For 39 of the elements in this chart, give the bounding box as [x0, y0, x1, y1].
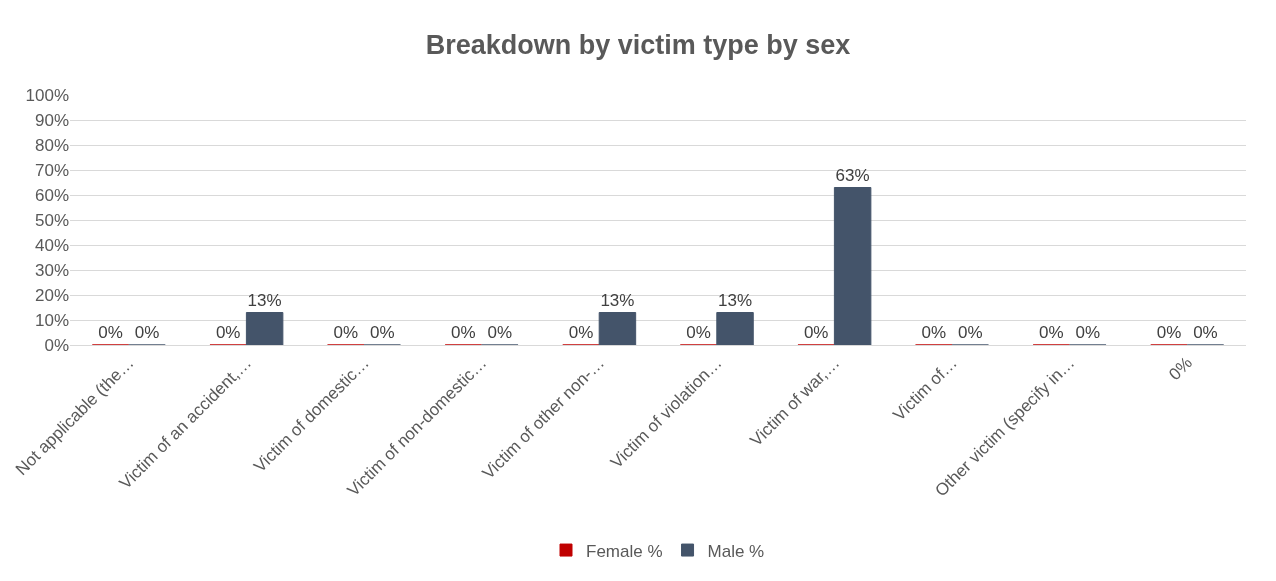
data-label: 0% [369, 323, 395, 342]
legend-label: Male % [707, 541, 765, 561]
legend-label: Female % [586, 541, 663, 561]
y-tick-label: 60% [34, 185, 69, 205]
data-label: 0% [1039, 323, 1064, 342]
chart-title: Breakdown by victim type by sex [425, 29, 851, 60]
bar [833, 187, 872, 345]
data-label: 0% [921, 323, 947, 342]
y-tick-label: 20% [34, 285, 69, 305]
data-label: 0% [451, 323, 476, 342]
y-tick-label: 90% [34, 110, 69, 130]
data-label: 0% [957, 323, 983, 342]
y-tick-label: 40% [34, 235, 69, 255]
data-label: 0% [134, 323, 160, 342]
data-label: 0% [215, 323, 241, 342]
y-tick-label: 100% [25, 85, 69, 105]
y-tick-label: 30% [34, 260, 69, 280]
data-label: 0% [487, 323, 513, 342]
data-label: 0% [1075, 323, 1101, 342]
data-label: 13% [718, 290, 753, 310]
data-label: 0% [98, 323, 123, 342]
data-label: 13% [247, 290, 282, 310]
bar [245, 312, 284, 345]
y-tick-label: 80% [34, 135, 69, 155]
x-tick-label: 0% [1165, 353, 1197, 385]
bar [716, 312, 754, 345]
data-label: 0% [803, 323, 829, 342]
data-label: 63% [835, 165, 870, 185]
y-tick-label: 50% [34, 210, 69, 230]
bar [598, 312, 637, 345]
y-tick-label: 0% [44, 335, 69, 355]
y-tick-label: 10% [34, 310, 69, 330]
data-label: 0% [1156, 323, 1182, 342]
data-label: 0% [686, 323, 711, 342]
data-label: 0% [333, 323, 359, 342]
data-label: 0% [1193, 323, 1218, 342]
data-label: 0% [568, 323, 594, 342]
y-tick-label: 70% [34, 160, 69, 180]
data-label: 13% [600, 290, 635, 310]
